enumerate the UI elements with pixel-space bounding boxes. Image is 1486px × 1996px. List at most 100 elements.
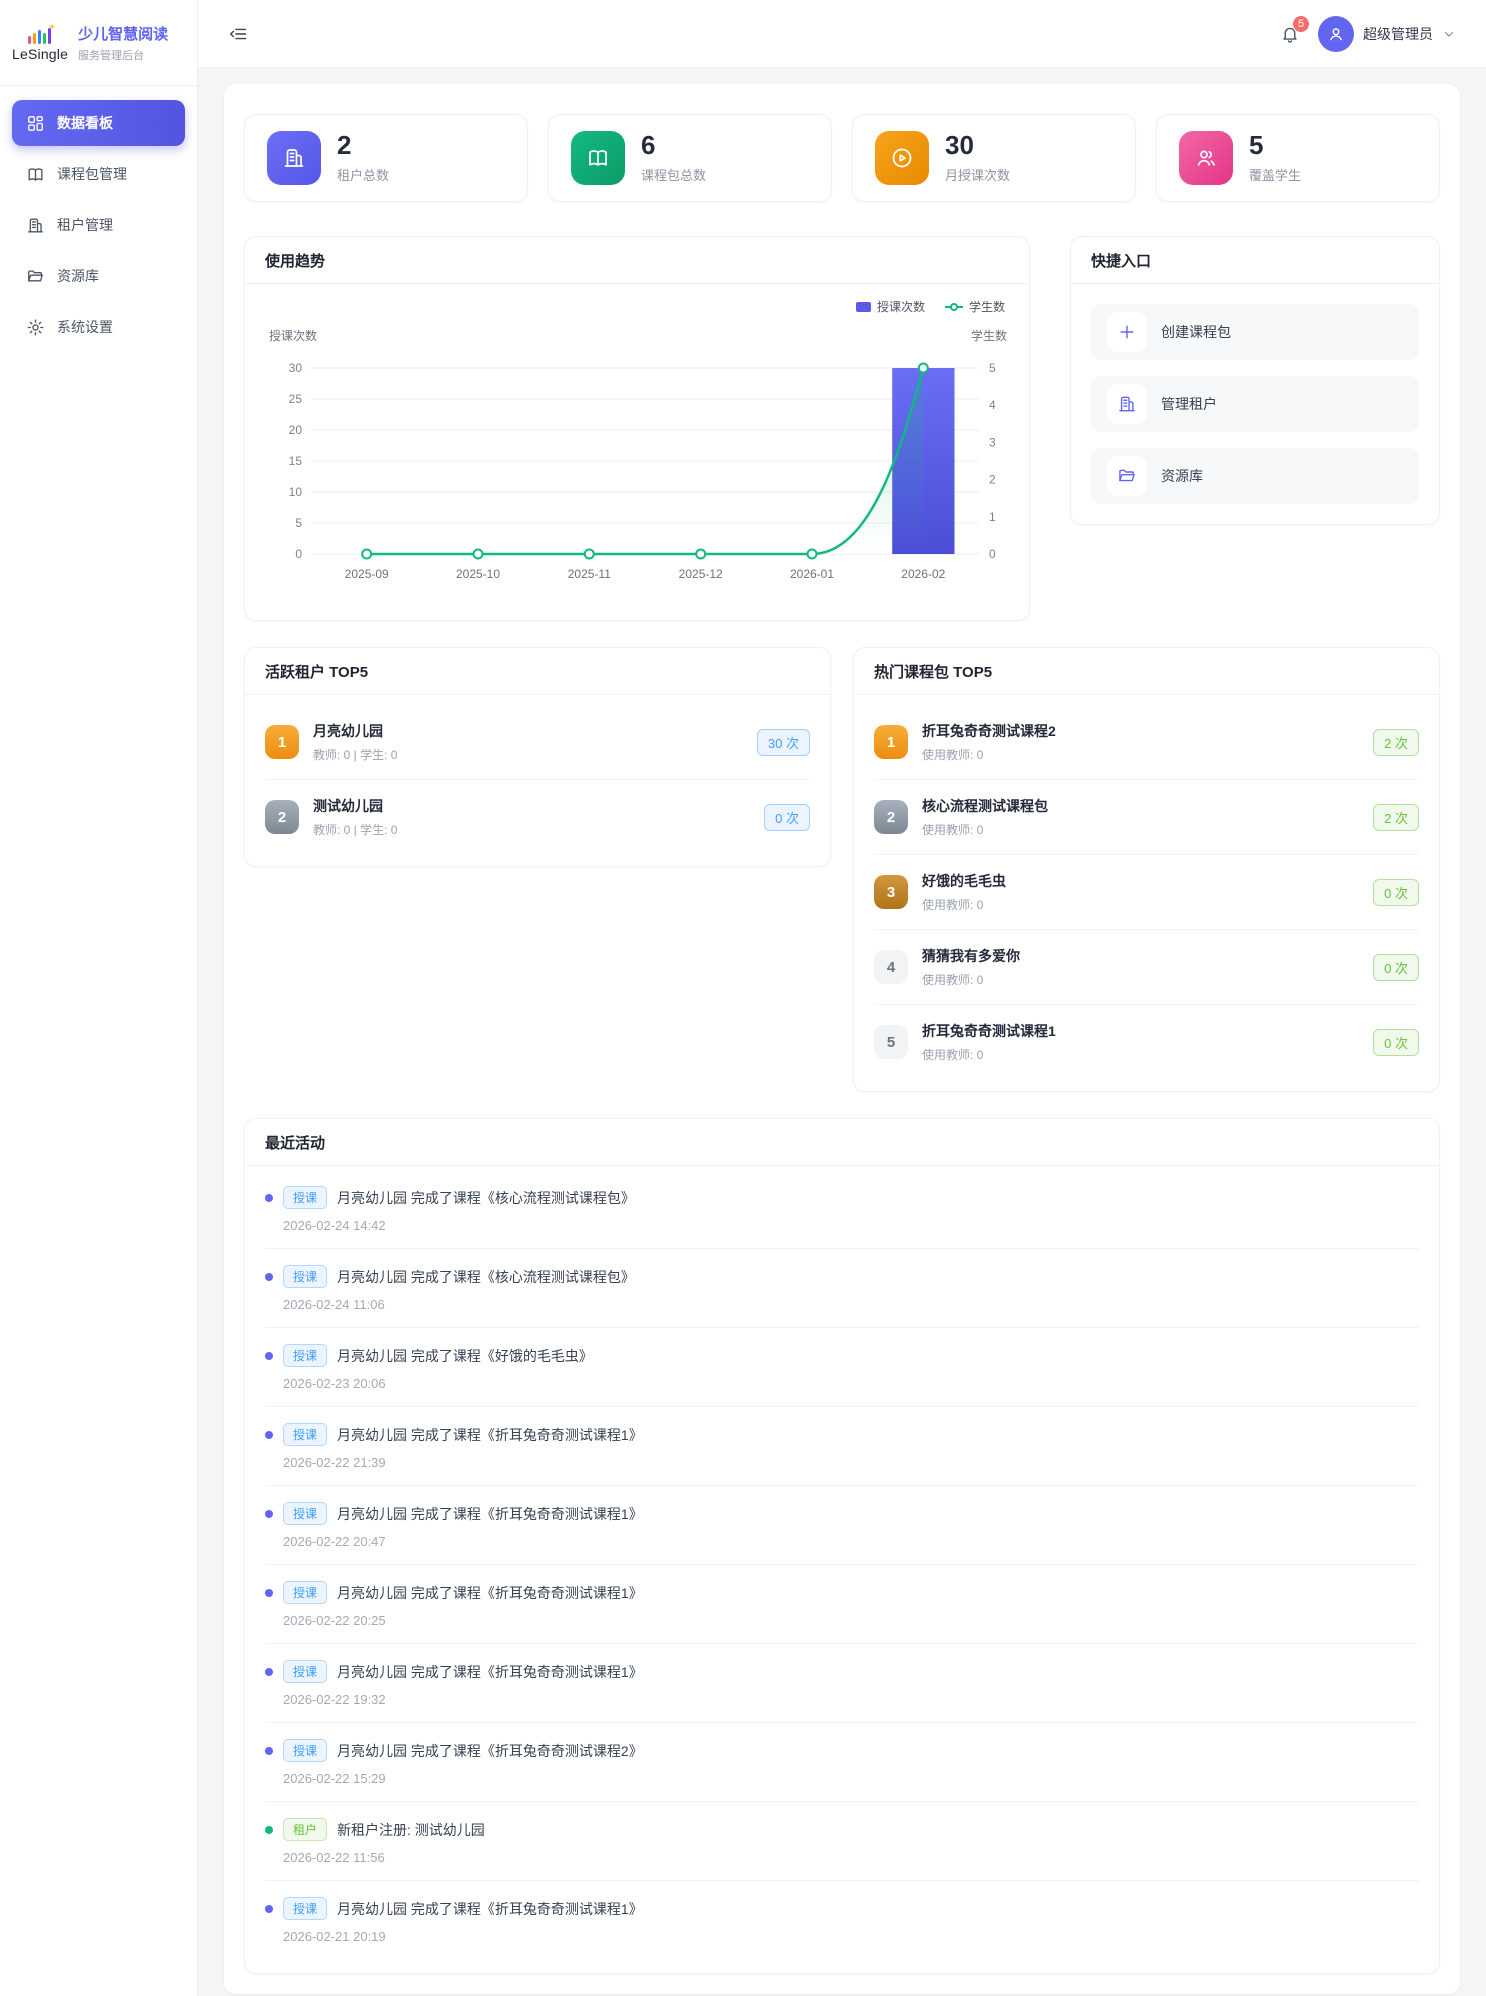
list-item: 2 核心流程测试课程包 使用教师: 0 2 次 bbox=[874, 779, 1419, 854]
svg-text:2025-11: 2025-11 bbox=[568, 567, 611, 581]
item-meta: 使用教师: 0 bbox=[922, 898, 984, 912]
resource-library-button[interactable]: 资源库 bbox=[1091, 448, 1419, 504]
item-meta: 使用教师: 0 bbox=[922, 748, 984, 762]
rank-badge: 1 bbox=[874, 725, 908, 759]
svg-text:5: 5 bbox=[295, 516, 302, 530]
svg-text:2026-02: 2026-02 bbox=[901, 567, 945, 581]
app-logo: LeSingle 少儿智慧阅读 服务管理后台 bbox=[0, 0, 197, 86]
building-icon bbox=[28, 217, 43, 233]
legend-item-lessons[interactable]: 授课次数 bbox=[855, 298, 925, 315]
legend-bar-swatch bbox=[855, 301, 871, 312]
stats-row: 2 租户总数 6 课程包总数 30 月授课次数 bbox=[244, 114, 1440, 202]
svg-text:2: 2 bbox=[989, 473, 996, 487]
activity-type-badge: 授课 bbox=[283, 1423, 328, 1446]
sidebar-item-dashboard[interactable]: 数据看板 bbox=[12, 100, 185, 146]
chevron-down-icon bbox=[1442, 27, 1456, 41]
building-icon bbox=[1107, 384, 1147, 424]
svg-text:0: 0 bbox=[295, 547, 302, 561]
card-title: 最近活动 bbox=[245, 1119, 1439, 1166]
top-header: 5 超级管理员 bbox=[198, 0, 1486, 68]
activity-type-badge: 租户 bbox=[283, 1818, 328, 1841]
trend-chart-canvas: 0 5 10 15 20 25 30 0 1 2 3 4 5 2025-09 2025-10 2025-11 2… bbox=[289, 361, 996, 581]
stat-label: 月授课次数 bbox=[945, 167, 1011, 183]
sidebar-collapse-button[interactable] bbox=[228, 24, 248, 44]
svg-text:2025-12: 2025-12 bbox=[679, 567, 723, 581]
activity-time: 2026-02-22 11:56 bbox=[283, 1850, 385, 1865]
gear-icon bbox=[27, 319, 44, 335]
item-name: 折耳兔奇奇测试课程1 bbox=[922, 1023, 1056, 1039]
activity-dot bbox=[265, 1904, 273, 1913]
line-marker bbox=[472, 548, 484, 560]
activity-dot bbox=[265, 1272, 273, 1281]
list-item: 2 测试幼儿园 教师: 0 | 学生: 0 0 次 bbox=[265, 779, 810, 854]
svg-text:5: 5 bbox=[989, 361, 996, 375]
activity-time: 2026-02-22 15:29 bbox=[283, 1771, 386, 1786]
users-icon bbox=[1179, 131, 1233, 185]
item-name: 核心流程测试课程包 bbox=[922, 798, 1048, 814]
axis-names: 授课次数 学生数 bbox=[265, 327, 1009, 348]
activity-dot bbox=[265, 1430, 273, 1439]
usage-count-badge: 0 次 bbox=[764, 803, 810, 831]
folder-icon bbox=[28, 269, 43, 282]
stat-card-tenants: 2 租户总数 bbox=[244, 114, 528, 202]
user-menu[interactable]: 超级管理员 bbox=[1318, 15, 1456, 52]
sidebar-item-settings[interactable]: 系统设置 bbox=[12, 304, 185, 350]
activity-type-badge: 授课 bbox=[283, 1739, 328, 1762]
activity-dot bbox=[265, 1588, 273, 1597]
activity-time: 2026-02-23 20:06 bbox=[283, 1376, 386, 1391]
rank-badge: 1 bbox=[265, 725, 299, 759]
hot-packages-card: 热门课程包 TOP5 1 折耳兔奇奇测试课程2 使用教师: 0 2 次 2 核心… bbox=[853, 647, 1440, 1092]
activity-item: 授课 月亮幼儿园 完成了课程《折耳兔奇奇测试课程1》 2026-02-22 20… bbox=[265, 1564, 1419, 1643]
activity-dot bbox=[265, 1509, 273, 1518]
activity-text: 月亮幼儿园 完成了课程《核心流程测试课程包》 bbox=[337, 1189, 635, 1206]
stat-value: 5 bbox=[1249, 130, 1264, 161]
svg-text:2025-09: 2025-09 bbox=[345, 567, 389, 581]
line-marker bbox=[695, 548, 707, 560]
sidebar-item-label: 课程包管理 bbox=[57, 166, 127, 182]
line-marker bbox=[806, 548, 818, 560]
activity-type-badge: 授课 bbox=[283, 1186, 328, 1209]
sidebar-item-label: 租户管理 bbox=[57, 217, 113, 233]
main-content: 2 租户总数 6 课程包总数 30 月授课次数 bbox=[198, 68, 1486, 1996]
activity-time: 2026-02-24 11:06 bbox=[283, 1297, 385, 1312]
notification-bell[interactable]: 5 bbox=[1280, 14, 1310, 44]
svg-text:20: 20 bbox=[289, 423, 303, 437]
manage-tenants-button[interactable]: 管理租户 bbox=[1091, 376, 1419, 432]
create-package-button[interactable]: 创建课程包 bbox=[1091, 304, 1419, 360]
usage-count-badge: 30 次 bbox=[756, 728, 810, 756]
activity-item: 租户 新租户注册: 测试幼儿园 2026-02-22 11:56 bbox=[265, 1801, 1419, 1880]
left-axis-label: 授课次数 bbox=[269, 329, 318, 343]
activity-item: 授课 月亮幼儿园 完成了课程《折耳兔奇奇测试课程1》 2026-02-22 21… bbox=[265, 1406, 1419, 1485]
svg-text:30: 30 bbox=[289, 361, 303, 375]
folder-icon bbox=[1107, 456, 1147, 496]
activity-text: 月亮幼儿园 完成了课程《折耳兔奇奇测试课程1》 bbox=[337, 1900, 643, 1917]
activity-text: 月亮幼儿园 完成了课程《折耳兔奇奇测试课程2》 bbox=[337, 1742, 643, 1759]
avatar bbox=[1318, 15, 1354, 52]
hot-packages-list: 1 折耳兔奇奇测试课程2 使用教师: 0 2 次 2 核心流程测试课程包 使用教… bbox=[854, 695, 1439, 1091]
item-meta: 教师: 0 | 学生: 0 bbox=[313, 823, 398, 837]
item-name: 月亮幼儿园 bbox=[313, 723, 383, 739]
chart-legend[interactable]: 授课次数 学生数 bbox=[265, 298, 1005, 315]
stat-card-monthly-lessons: 30 月授课次数 bbox=[852, 114, 1136, 202]
list-item: 1 月亮幼儿园 教师: 0 | 学生: 0 30 次 bbox=[265, 705, 810, 779]
list-item: 4 猜猜我有多爱你 使用教师: 0 0 次 bbox=[874, 929, 1419, 1004]
sidebar-item-tenants[interactable]: 租户管理 bbox=[12, 202, 185, 248]
sidebar-item-course-packages[interactable]: 课程包管理 bbox=[12, 151, 185, 197]
svg-text:3: 3 bbox=[989, 435, 996, 449]
activity-item: 授课 月亮幼儿园 完成了课程《好饿的毛毛虫》 2026-02-23 20:06 bbox=[265, 1327, 1419, 1406]
app-subtitle: 服务管理后台 bbox=[78, 49, 145, 62]
item-name: 猜猜我有多爱你 bbox=[922, 948, 1020, 964]
rank-badge: 2 bbox=[265, 800, 299, 834]
svg-text:4: 4 bbox=[989, 398, 996, 412]
sidebar-item-resources[interactable]: 资源库 bbox=[12, 253, 185, 299]
legend-item-students[interactable]: 学生数 bbox=[944, 298, 1005, 315]
activity-dot bbox=[265, 1193, 273, 1202]
trend-chart[interactable]: 0 5 10 15 20 25 30 0 1 2 3 4 5 2025-09 2025-10 2025-11 2… bbox=[265, 348, 1009, 604]
activity-text: 月亮幼儿园 完成了课程《好饿的毛毛虫》 bbox=[337, 1347, 593, 1364]
activity-text: 月亮幼儿园 完成了课程《折耳兔奇奇测试课程1》 bbox=[337, 1426, 643, 1443]
activity-text: 月亮幼儿园 完成了课程《折耳兔奇奇测试课程1》 bbox=[337, 1505, 643, 1522]
card-title: 快捷入口 bbox=[1071, 237, 1439, 284]
activity-time: 2026-02-22 20:25 bbox=[283, 1613, 386, 1628]
usage-count-badge: 0 次 bbox=[1373, 953, 1419, 981]
sidebar-item-label: 数据看板 bbox=[57, 115, 113, 131]
